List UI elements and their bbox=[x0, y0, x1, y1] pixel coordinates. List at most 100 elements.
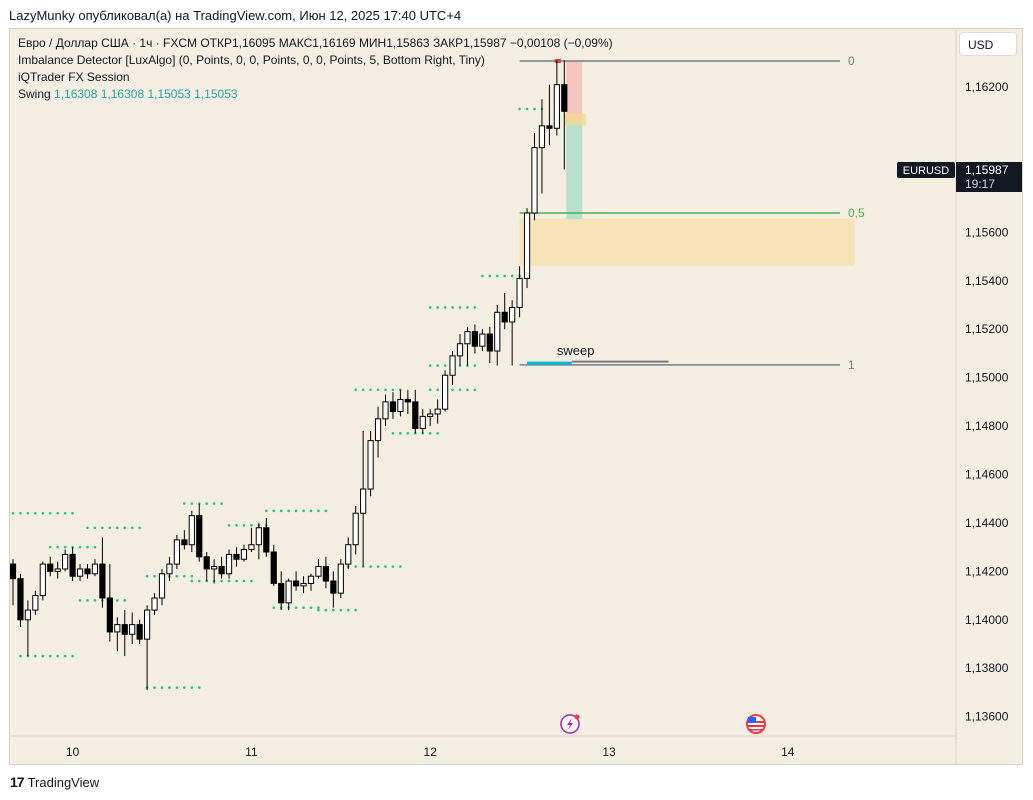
candle[interactable] bbox=[54, 561, 61, 579]
candle[interactable] bbox=[69, 547, 76, 582]
candle[interactable] bbox=[76, 564, 84, 582]
candle-body bbox=[84, 568, 91, 575]
candle[interactable] bbox=[240, 544, 248, 562]
candle[interactable] bbox=[188, 510, 195, 552]
candle[interactable] bbox=[151, 593, 158, 615]
candle[interactable] bbox=[225, 549, 233, 579]
candle[interactable] bbox=[158, 568, 166, 606]
candle[interactable] bbox=[307, 573, 315, 591]
candle[interactable] bbox=[91, 559, 99, 577]
indicator-legend-session[interactable]: iQTrader FX Session bbox=[18, 70, 130, 84]
session-dot bbox=[458, 364, 462, 367]
session-dot bbox=[428, 432, 432, 435]
session-dot bbox=[63, 511, 67, 515]
candle[interactable] bbox=[315, 559, 322, 579]
candle[interactable] bbox=[553, 60, 560, 136]
session-dot bbox=[376, 388, 380, 392]
candle[interactable] bbox=[464, 326, 471, 366]
candle[interactable] bbox=[211, 559, 218, 584]
candle[interactable] bbox=[300, 576, 307, 594]
candle[interactable] bbox=[136, 619, 143, 644]
candle[interactable] bbox=[419, 409, 426, 434]
candle[interactable] bbox=[434, 399, 441, 424]
candle[interactable] bbox=[181, 530, 188, 550]
candle[interactable] bbox=[382, 394, 389, 427]
candle[interactable] bbox=[330, 571, 337, 608]
session-dot bbox=[56, 654, 59, 658]
candle[interactable] bbox=[442, 370, 449, 412]
candle[interactable] bbox=[47, 556, 54, 577]
candle[interactable] bbox=[17, 573, 24, 628]
candle[interactable] bbox=[106, 564, 113, 642]
candle[interactable] bbox=[352, 505, 359, 555]
candle[interactable] bbox=[32, 590, 39, 615]
candle[interactable] bbox=[531, 133, 538, 221]
candle[interactable] bbox=[471, 324, 478, 354]
position-entry-marker bbox=[564, 113, 587, 126]
candle[interactable] bbox=[516, 266, 523, 318]
candle[interactable] bbox=[486, 326, 493, 364]
indicator-legend-swing[interactable]: Swing 1,16308 1,16308 1,15053 1,15053 bbox=[18, 87, 238, 101]
candle[interactable] bbox=[218, 556, 225, 579]
us-flag-icon[interactable] bbox=[746, 714, 766, 734]
candle[interactable] bbox=[263, 518, 270, 557]
candle[interactable] bbox=[62, 549, 69, 572]
candle[interactable] bbox=[24, 600, 31, 657]
symbol-legend[interactable]: Евро / Доллар США · 1ч · FXCM ОТКР1,1609… bbox=[18, 36, 613, 50]
candle[interactable] bbox=[449, 351, 456, 385]
session-dot bbox=[242, 524, 246, 527]
candle[interactable] bbox=[337, 559, 344, 598]
candle[interactable] bbox=[166, 556, 173, 582]
candle[interactable] bbox=[233, 547, 240, 567]
candle[interactable] bbox=[196, 503, 203, 562]
candle[interactable] bbox=[248, 527, 255, 552]
candle-body bbox=[270, 551, 277, 584]
footer-brand[interactable]: 17 TradingView bbox=[10, 774, 99, 790]
candle[interactable] bbox=[479, 329, 486, 352]
indicator-legend-imbalance[interactable]: Imbalance Detector [LuxAlgo] (0, Points,… bbox=[18, 53, 485, 67]
candle[interactable] bbox=[509, 300, 516, 366]
candle[interactable] bbox=[345, 537, 352, 569]
candle[interactable] bbox=[293, 571, 300, 591]
candle[interactable] bbox=[144, 605, 151, 690]
candle[interactable] bbox=[501, 292, 508, 330]
candle-body bbox=[136, 624, 143, 640]
candle[interactable] bbox=[121, 610, 128, 657]
candle[interactable] bbox=[397, 389, 404, 417]
candle[interactable] bbox=[270, 544, 277, 586]
session-dot bbox=[235, 579, 238, 583]
candle[interactable] bbox=[374, 406, 382, 458]
candle[interactable] bbox=[427, 409, 434, 427]
candle[interactable] bbox=[203, 551, 210, 582]
candle[interactable] bbox=[523, 208, 531, 289]
currency-button[interactable]: USD bbox=[959, 32, 1017, 56]
candle[interactable] bbox=[456, 334, 464, 366]
candle[interactable] bbox=[173, 535, 181, 569]
candle[interactable] bbox=[360, 430, 367, 567]
candle[interactable] bbox=[285, 578, 292, 611]
candle[interactable] bbox=[412, 389, 419, 434]
candle[interactable] bbox=[114, 617, 121, 652]
candle[interactable] bbox=[561, 60, 568, 170]
candle[interactable] bbox=[255, 522, 262, 560]
candle[interactable] bbox=[546, 84, 553, 146]
session-dot bbox=[451, 306, 454, 309]
candle[interactable] bbox=[538, 99, 546, 194]
candle[interactable] bbox=[389, 392, 397, 419]
candle[interactable] bbox=[99, 537, 106, 608]
candle[interactable] bbox=[129, 612, 136, 644]
session-dot bbox=[473, 306, 477, 309]
candle[interactable] bbox=[84, 564, 91, 579]
session-dot bbox=[116, 526, 119, 530]
candle[interactable] bbox=[278, 571, 285, 611]
candle[interactable] bbox=[494, 305, 501, 366]
candle[interactable] bbox=[322, 556, 329, 589]
lightning-icon[interactable] bbox=[560, 714, 580, 734]
session-dot bbox=[123, 526, 127, 530]
candle[interactable] bbox=[404, 389, 411, 414]
candle[interactable] bbox=[10, 559, 17, 606]
candle[interactable] bbox=[39, 561, 46, 601]
candle[interactable] bbox=[367, 430, 374, 497]
